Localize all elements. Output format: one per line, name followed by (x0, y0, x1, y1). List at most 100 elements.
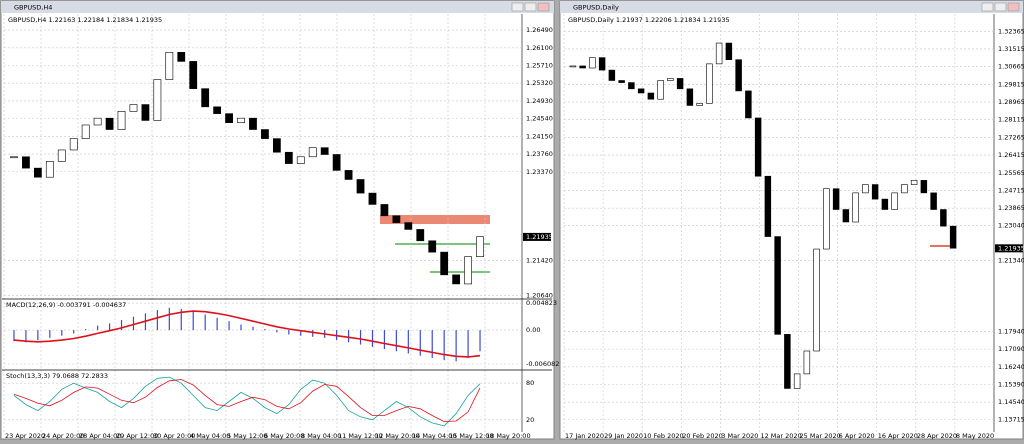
histogram-bar (97, 325, 99, 331)
candle (920, 180, 928, 194)
x-tick-label: 5 May 12:00 (227, 432, 267, 440)
y-tick-label: 1.25710 (526, 61, 553, 69)
candle (657, 80, 664, 100)
x-tick-label: 4 May 04:00 (190, 432, 230, 440)
y-tick-label: 1.32365 (998, 27, 1024, 35)
x-tick-label: 6 May 20:00 (264, 432, 304, 440)
current-price-box (995, 244, 1023, 253)
y-tick-label: 1.26490 (526, 26, 553, 34)
histogram-bar (132, 316, 135, 331)
candle (676, 78, 684, 90)
x-tick-label: 23 Apr 2020 (5, 432, 45, 440)
histogram-bar (288, 330, 290, 335)
candle (862, 184, 869, 194)
candle (637, 88, 645, 94)
x-tick-label: 15 May 12:00 (449, 432, 494, 440)
y-tick-label: 1.13715 (998, 415, 1024, 423)
histogram-bar (85, 328, 87, 331)
title-bar[interactable] (1, 1, 554, 13)
y-tick-label: 1.29815 (998, 80, 1024, 88)
candle (696, 103, 703, 106)
window-buttons[interactable] (511, 2, 1020, 12)
candle (380, 204, 389, 217)
y-tick-label: 1.30665 (998, 63, 1024, 71)
signal-line (13, 310, 481, 358)
candle (881, 198, 889, 210)
y-tick-label: 1.21420 (526, 256, 553, 264)
current-price: 1.21935 (526, 233, 553, 241)
x-tick-label: 20 Feb 2020 (682, 432, 722, 440)
x-tick-label: 29 Jan 2020 (604, 432, 643, 440)
candle (589, 57, 596, 69)
candle (392, 215, 401, 223)
candle (784, 334, 791, 389)
candle (940, 209, 947, 227)
candle (201, 88, 210, 108)
y-tick-label: 1.25565 (998, 169, 1024, 177)
x-tick-label: 8 May 2020 (956, 432, 994, 440)
x-tick-label: 24 Apr 20:00 (42, 432, 84, 440)
x-tick-label: 28 Apr 04:00 (79, 432, 121, 440)
candle (105, 117, 114, 130)
candle (117, 111, 126, 130)
candle (249, 117, 257, 130)
candle (579, 65, 586, 69)
candle (725, 42, 733, 60)
histogram-bar (312, 330, 314, 337)
candle (832, 188, 840, 210)
candle (296, 156, 305, 164)
candle (930, 192, 937, 210)
candle (344, 170, 353, 180)
y-tick-label: 1.24150 (526, 132, 553, 140)
candle (356, 179, 365, 194)
candle (129, 104, 138, 112)
candle (774, 236, 781, 335)
histogram-bar (192, 311, 194, 331)
y-tick-label: 20 (526, 416, 534, 424)
candle (452, 274, 461, 285)
candle (177, 52, 186, 62)
histogram-bar (73, 330, 75, 334)
y-tick-label: 1.20640 (526, 292, 553, 300)
histogram-bar (407, 330, 409, 354)
candle (891, 192, 898, 210)
candle (93, 117, 102, 126)
y-tick-label: 0.00 (526, 326, 540, 334)
y-tick-label: 1.17090 (998, 345, 1024, 353)
candle (764, 175, 772, 237)
chart-header: GBPUSD,H4 1.22163 1.22184 1.21834 1.2193… (8, 16, 162, 24)
y-tick-label: 1.23760 (526, 150, 553, 158)
histogram-bar (25, 330, 27, 343)
y-tick-label: 1.27265 (998, 133, 1024, 141)
y-tick-label: 1.16240 (998, 363, 1024, 371)
x-tick-label: 8 May 04:00 (301, 432, 341, 440)
candle (803, 350, 811, 375)
histogram-bar (13, 330, 15, 342)
x-tick-label: 12 May 20:00 (375, 432, 420, 440)
x-tick-label: 29 Apr 12:00 (116, 432, 158, 440)
candle (368, 192, 377, 205)
x-tick-label: 28 Apr 2020 (917, 432, 957, 440)
candle (261, 129, 269, 139)
candle (706, 63, 713, 104)
candle (320, 147, 329, 155)
histogram-bar (240, 324, 242, 331)
window-title: GBPUSD,Daily (573, 4, 619, 12)
y-tick-label: 1.14540 (998, 398, 1024, 406)
y-tick-label: 1.26100 (526, 44, 553, 52)
candle (237, 117, 245, 124)
histogram-bar (61, 330, 63, 336)
x-tick-label: 18 May 20:00 (486, 432, 531, 440)
candle (745, 90, 752, 119)
candle (686, 88, 694, 106)
candle (57, 149, 66, 162)
y-tick-label: 1.28965 (998, 98, 1024, 106)
x-tick-label: 17 Jan 2020 (565, 432, 604, 440)
y-tick-label: 1.23040 (998, 221, 1024, 229)
candle (153, 79, 162, 121)
title-bar[interactable] (560, 1, 1023, 13)
histogram-bar (419, 330, 421, 356)
y-tick-label: 1.23865 (998, 204, 1024, 212)
candle (308, 147, 317, 158)
